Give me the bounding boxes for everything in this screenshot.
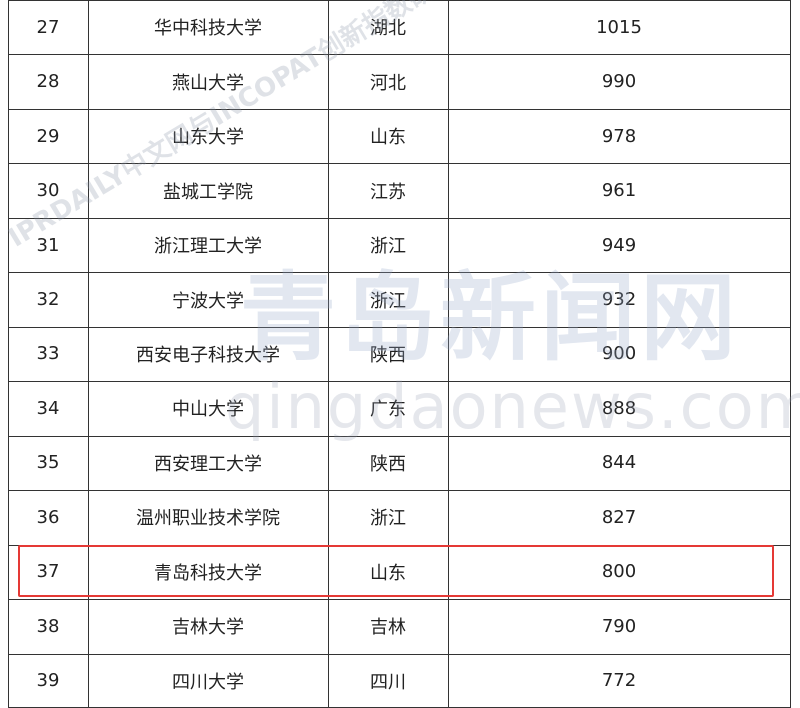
province-cell: 陕西 [370,344,406,366]
column-border [8,0,9,708]
rank-cell: 37 [36,561,60,583]
column-border [790,0,791,708]
university-cell: 盐城工学院 [163,181,253,203]
university-cell: 青岛科技大学 [154,562,262,584]
score-cell: 888 [601,397,637,419]
score-cell: 932 [601,289,637,311]
university-cell: 宁波大学 [172,290,244,312]
row-border [8,654,791,655]
highlight-box [18,545,774,597]
rank-cell: 36 [36,506,60,528]
row-border [8,599,791,600]
university-cell: 西安理工大学 [154,453,262,475]
score-cell: 990 [601,71,637,93]
province-cell: 广东 [370,399,406,421]
score-cell: 790 [601,615,637,637]
university-cell: 吉林大学 [172,617,244,639]
rank-cell: 29 [36,125,60,147]
score-cell: 800 [601,561,637,583]
rank-cell: 38 [36,615,60,637]
province-cell: 四川 [370,671,406,693]
province-cell: 陕西 [370,453,406,475]
column-border [448,0,449,708]
rank-cell: 28 [36,71,60,93]
row-border [8,490,791,491]
column-border [328,0,329,708]
row-border [8,54,791,55]
rank-cell: 34 [36,397,60,419]
province-cell: 湖北 [370,18,406,40]
row-border [8,272,791,273]
university-cell: 燕山大学 [172,72,244,94]
province-cell: 河北 [370,72,406,94]
province-cell: 浙江 [370,236,406,258]
rank-cell: 30 [36,180,60,202]
rank-cell: 27 [36,16,60,38]
province-cell: 江苏 [370,181,406,203]
university-cell: 温州职业技术学院 [136,508,280,530]
rank-cell: 32 [36,289,60,311]
score-cell: 949 [601,234,637,256]
score-cell: 900 [601,343,637,365]
rank-cell: 33 [36,343,60,365]
score-cell: 844 [601,452,637,474]
score-cell: 772 [601,670,637,692]
rank-cell: 35 [36,452,60,474]
province-cell: 浙江 [370,508,406,530]
score-cell: 827 [601,506,637,528]
university-cell: 中山大学 [172,399,244,421]
rank-cell: 39 [36,670,60,692]
university-cell: 山东大学 [172,127,244,149]
score-cell: 978 [601,125,637,147]
university-cell: 四川大学 [172,671,244,693]
province-cell: 吉林 [370,617,406,639]
university-cell: 西安电子科技大学 [136,344,280,366]
province-cell: 山东 [370,127,406,149]
column-border [88,0,89,708]
row-border [8,327,791,328]
university-cell: 浙江理工大学 [154,236,262,258]
rank-cell: 31 [36,234,60,256]
row-border [8,218,791,219]
score-cell: 961 [601,180,637,202]
university-cell: 华中科技大学 [154,18,262,40]
score-cell: 1015 [596,16,642,38]
row-border [8,109,791,110]
province-cell: 浙江 [370,290,406,312]
row-border [8,163,791,164]
row-border [8,0,791,1]
province-cell: 山东 [370,562,406,584]
row-border [8,436,791,437]
row-border [8,381,791,382]
